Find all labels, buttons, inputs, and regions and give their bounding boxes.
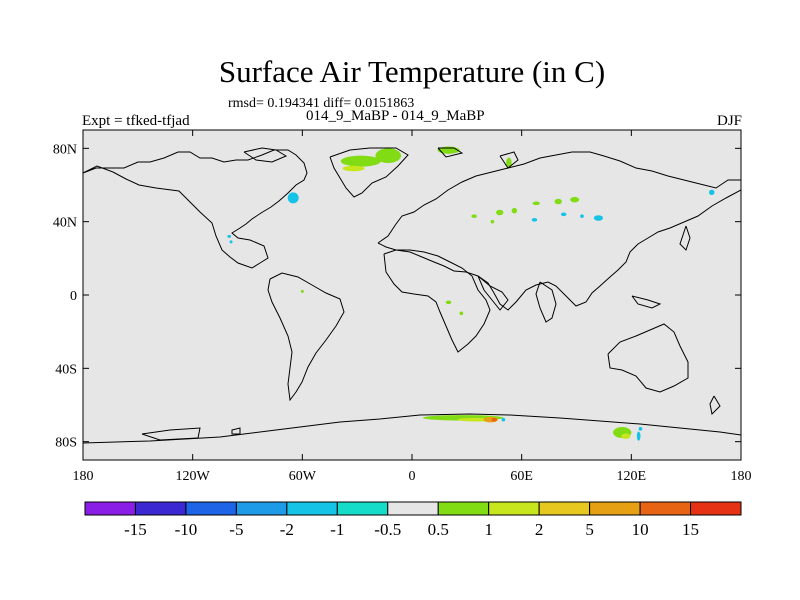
coastline-north-america (82, 149, 308, 269)
colorbar-label-2: -5 (229, 520, 243, 539)
coastline-arctic-archipelago (243, 147, 288, 163)
coastline-ross-ice (141, 427, 201, 441)
anomaly-patch-18 (227, 234, 232, 238)
coastline-arabia (477, 275, 509, 311)
colorbar-label-11: 15 (682, 520, 699, 539)
colorbar-label-3: -2 (280, 520, 294, 539)
coastline-australia (607, 323, 689, 393)
anomaly-patch-5 (287, 192, 299, 204)
x-tick-label-1: 120W (176, 469, 211, 484)
x-tick-label-3: 0 (409, 469, 416, 484)
anomaly-patch-26 (491, 417, 497, 422)
anomaly-patch-13 (531, 218, 538, 222)
coastline-svalbard (437, 147, 464, 158)
colorbar-swatch-2 (185, 501, 237, 516)
anomaly-patch-22 (459, 311, 464, 316)
anomaly-patch-1 (375, 148, 402, 164)
anomaly-patch-9 (511, 207, 518, 214)
y-tick-label-4: 80S (55, 436, 77, 451)
colorbar-swatch-1 (134, 501, 187, 516)
case-subtitle: 014_9_MaBP - 014_9_MaBP (306, 108, 485, 124)
colorbar-swatch-5 (336, 501, 389, 516)
colorbar-label-4: -1 (330, 520, 344, 539)
colorbar-swatch-8 (488, 501, 540, 516)
anomaly-patch-30 (636, 431, 641, 441)
colorbar-swatch-10 (589, 501, 641, 516)
coastline-nz (709, 395, 721, 416)
season-label: DJF (716, 113, 742, 129)
anomaly-patch-8 (532, 201, 540, 206)
map-background (83, 130, 741, 460)
coastline-india (535, 281, 557, 323)
anomaly-patch-20 (300, 289, 304, 293)
colorbar-label-1: -10 (175, 520, 198, 539)
colorbar-swatch-12 (690, 501, 742, 516)
colorbar-label-9: 5 (585, 520, 594, 539)
anomaly-patch-7 (554, 198, 562, 205)
coastline-japan (679, 225, 691, 251)
colorbar-label-6: 0.5 (428, 520, 449, 539)
colorbar-swatch-6 (387, 501, 439, 516)
anomaly-patch-27 (501, 417, 506, 422)
y-tick-label-2: 0 (70, 289, 77, 304)
y-tick-label-3: 40S (55, 362, 77, 377)
coastline-africa (383, 249, 491, 353)
y-tick-label-1: 40N (53, 216, 77, 231)
colorbar-label-5: -0.5 (374, 520, 401, 539)
main-title: Surface Air Temperature (in C) (218, 54, 606, 89)
anomaly-patch-14 (560, 212, 567, 217)
anomaly-patch-16 (593, 215, 604, 221)
colorbar-swatch-3 (235, 501, 288, 516)
experiment-label: Expt = tfked-tfjad (82, 113, 190, 129)
anomaly-patch-29 (621, 433, 631, 439)
anomaly-patch-11 (471, 214, 477, 219)
x-tick-label-6: 180 (731, 469, 752, 484)
stats-subtitle: rmsd= 0.194341 diff= 0.0151863 (228, 96, 415, 111)
anomaly-patch-15 (580, 214, 584, 219)
x-tick-label-4: 60E (510, 469, 533, 484)
anomaly-patch-0 (340, 155, 381, 167)
colorbar-label-8: 2 (535, 520, 544, 539)
y-tick-label-0: 80N (53, 142, 77, 157)
anomaly-patch-17 (709, 189, 715, 196)
colorbar-swatch-7 (437, 501, 490, 516)
axis-layer: 180 120W 60W 0 60E 120E 180 80N 40N 0 40S 80S (53, 130, 752, 484)
colorbar-label-7: 1 (484, 520, 493, 539)
anomaly-patch-19 (229, 240, 233, 244)
anomaly-patch-12 (490, 219, 495, 224)
anomaly-patch-2 (342, 165, 365, 172)
anomaly-patch-21 (445, 300, 452, 305)
anomaly-patch-6 (570, 196, 580, 203)
anomaly-layer (227, 146, 715, 441)
colorbar-swatch-11 (639, 501, 692, 516)
x-tick-label-5: 120E (617, 469, 647, 484)
coastline-greenland (329, 147, 409, 198)
coastline-south-america (267, 272, 345, 402)
coastline-weddell (231, 427, 241, 435)
colorbar: -15 -10 -5 -2 -1 -0.5 0.5 1 2 5 10 15 (84, 501, 742, 539)
coastline-eurasia (377, 151, 742, 311)
anomaly-patch-10 (496, 209, 504, 216)
coastline-layer (82, 147, 742, 444)
colorbar-swatch-9 (538, 501, 591, 516)
x-tick-label-0: 180 (73, 469, 94, 484)
colorbar-swatch-0 (84, 501, 136, 516)
colorbar-label-0: -15 (124, 520, 147, 539)
colorbar-label-10: 10 (632, 520, 649, 539)
coastline-novaya-zemlya (499, 151, 519, 169)
anomaly-patch-31 (638, 427, 643, 431)
x-tick-label-2: 60W (289, 469, 317, 484)
coastline-new-guinea (631, 295, 662, 309)
colorbar-swatch-4 (286, 501, 338, 516)
